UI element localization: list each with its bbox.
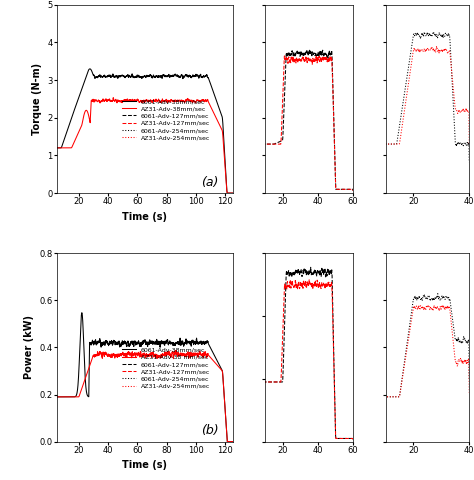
Y-axis label: Torque (N-m): Torque (N-m) (32, 63, 42, 135)
X-axis label: Time (s): Time (s) (122, 212, 167, 222)
X-axis label: Time (s): Time (s) (122, 460, 167, 470)
Text: (a): (a) (201, 176, 219, 189)
Text: (b): (b) (201, 424, 219, 437)
Legend: 6061-Adv-38mm/sec, AZ31-Adv-38mm/sec, 6061-Adv-127mm/sec, AZ31-Adv-127mm/sec, 60: 6061-Adv-38mm/sec, AZ31-Adv-38mm/sec, 60… (119, 96, 212, 143)
Y-axis label: Power (kW): Power (kW) (24, 315, 34, 380)
Legend: 6061-Adv-38mm/sec, AZ31-Adv-38 mm/sec, 6061-Adv-127mm/sec, AZ31-Adv-127mm/sec, 6: 6061-Adv-38mm/sec, AZ31-Adv-38 mm/sec, 6… (119, 345, 212, 391)
